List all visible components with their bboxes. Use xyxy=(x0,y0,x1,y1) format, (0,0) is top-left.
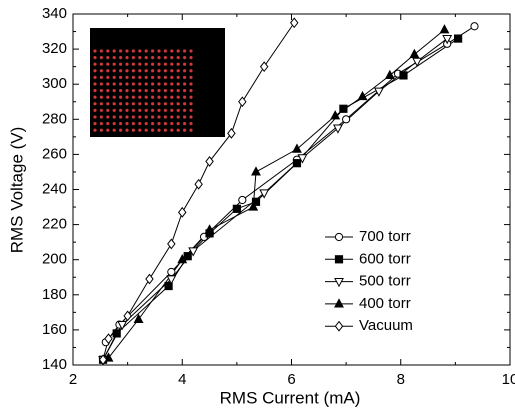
inset-image xyxy=(90,28,225,137)
marker xyxy=(297,154,308,164)
x-tick-label: 4 xyxy=(178,371,186,388)
marker xyxy=(251,197,261,206)
marker xyxy=(332,124,343,134)
marker xyxy=(238,195,247,205)
marker xyxy=(123,310,132,322)
marker xyxy=(470,22,479,31)
marker xyxy=(183,252,192,261)
series-line xyxy=(102,22,295,360)
marker xyxy=(227,127,236,139)
marker xyxy=(384,69,395,80)
legend-label: Vacuum xyxy=(359,317,413,334)
marker xyxy=(292,143,302,153)
marker xyxy=(334,232,344,242)
marker xyxy=(339,104,348,113)
marker xyxy=(177,254,188,264)
marker xyxy=(334,255,344,264)
marker xyxy=(167,238,176,250)
marker xyxy=(442,34,453,45)
y-tick-label: 340 xyxy=(42,5,67,22)
marker xyxy=(194,178,203,190)
legend-item: 500 torr xyxy=(325,273,411,290)
marker xyxy=(409,48,420,58)
marker xyxy=(166,275,177,285)
legend-label: 600 torr xyxy=(359,250,411,267)
legend-label: 500 torr xyxy=(359,273,411,290)
marker xyxy=(399,71,408,80)
marker xyxy=(412,57,423,68)
marker xyxy=(342,115,351,124)
x-axis-label: RMS Current (mA) xyxy=(220,388,361,407)
x-tick-label: 10 xyxy=(502,371,515,388)
x-tick-label: 8 xyxy=(397,371,405,388)
marker xyxy=(259,61,269,73)
y-tick-label: 180 xyxy=(42,286,67,303)
y-tick-label: 260 xyxy=(42,145,67,162)
marker xyxy=(204,224,215,234)
legend-label: 400 torr xyxy=(359,295,411,312)
marker xyxy=(117,321,128,331)
marker xyxy=(289,17,299,29)
marker xyxy=(112,329,121,338)
marker xyxy=(251,166,261,176)
marker xyxy=(205,156,214,167)
legend-item: Vacuum xyxy=(325,317,413,334)
series-line xyxy=(105,25,475,343)
marker xyxy=(188,247,199,257)
y-tick-label: 300 xyxy=(42,75,67,92)
y-tick-label: 280 xyxy=(42,110,67,127)
marker xyxy=(454,34,463,43)
marker xyxy=(330,110,341,120)
marker xyxy=(292,159,302,168)
y-tick-label: 140 xyxy=(42,356,67,373)
y-axis-label: RMS Voltage (V) xyxy=(7,127,26,254)
marker xyxy=(439,24,450,34)
marker xyxy=(357,90,368,101)
marker xyxy=(334,320,344,332)
marker xyxy=(164,281,173,291)
legend-item: 600 torr xyxy=(325,250,411,267)
marker xyxy=(248,201,259,211)
marker xyxy=(133,313,144,323)
marker xyxy=(98,354,108,366)
y-tick-label: 160 xyxy=(42,321,67,338)
marker xyxy=(238,96,247,108)
series-line xyxy=(108,29,445,359)
marker xyxy=(334,298,344,308)
y-tick-label: 220 xyxy=(42,216,67,233)
marker xyxy=(145,273,154,285)
marker xyxy=(178,206,187,218)
marker xyxy=(373,87,384,97)
legend-label: 700 torr xyxy=(359,228,411,245)
marker xyxy=(167,267,176,277)
marker xyxy=(334,278,344,288)
marker xyxy=(259,189,270,199)
x-tick-label: 2 xyxy=(69,371,77,388)
y-tick-label: 200 xyxy=(42,251,67,268)
plot-frame xyxy=(72,13,511,366)
legend-item: 700 torr xyxy=(325,228,411,245)
marker xyxy=(232,204,241,213)
y-tick-label: 320 xyxy=(42,40,67,57)
x-tick-label: 6 xyxy=(287,371,295,388)
marker xyxy=(104,333,113,345)
y-tick-label: 240 xyxy=(42,180,67,197)
legend-item: 400 torr xyxy=(325,295,411,312)
